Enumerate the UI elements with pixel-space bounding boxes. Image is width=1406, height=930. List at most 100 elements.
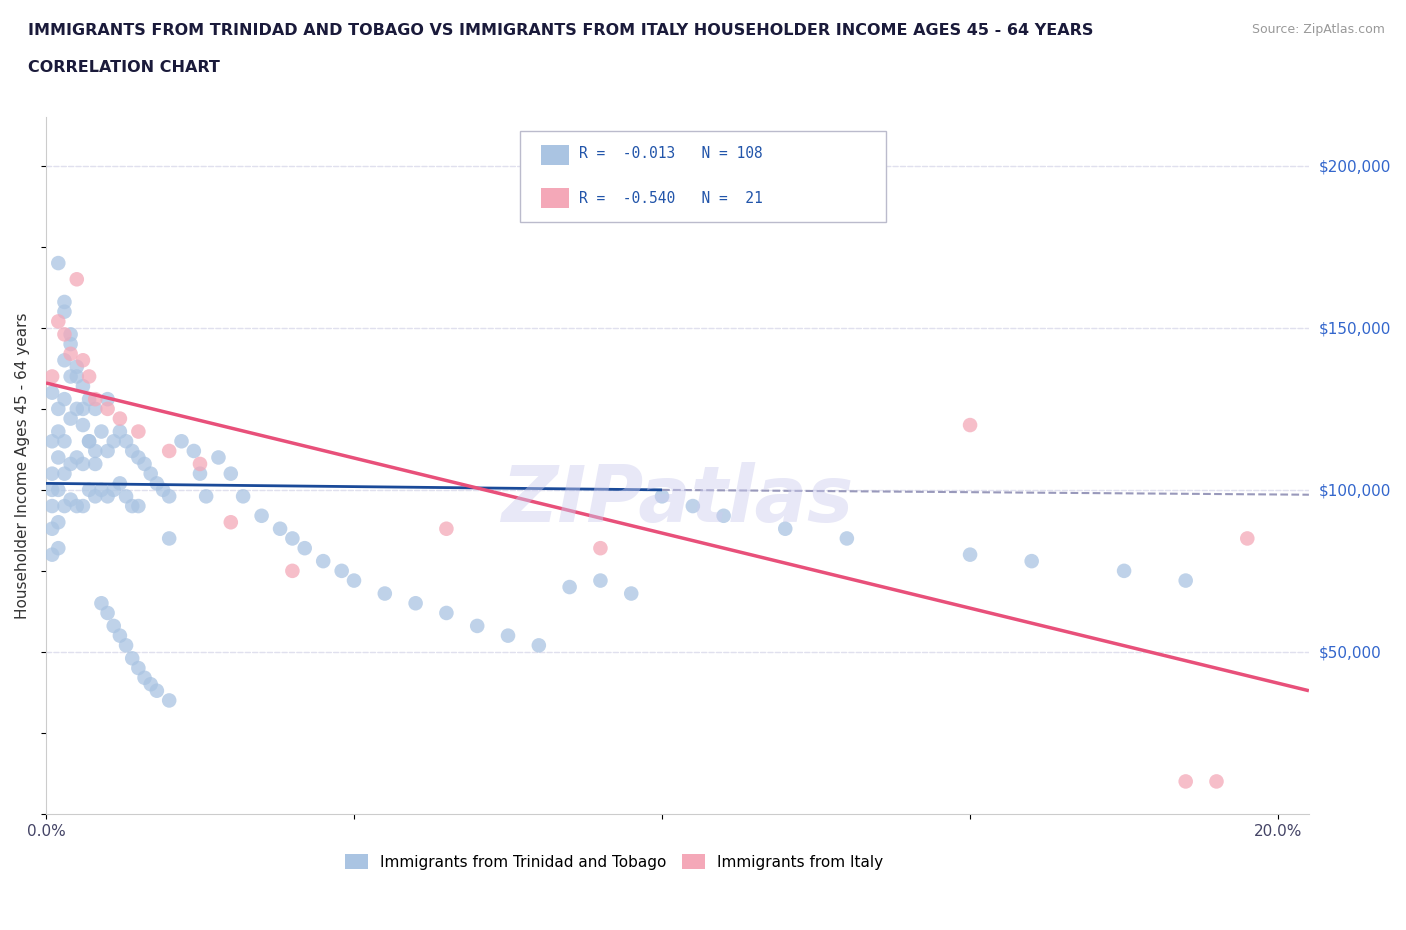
Point <box>59 337 82 352</box>
Point <box>59 492 82 507</box>
Point <box>72 402 94 417</box>
Point <box>77 433 100 448</box>
Point <box>219 515 242 530</box>
Point <box>219 466 242 481</box>
Point <box>127 450 149 465</box>
Bar <box>541 145 569 165</box>
Point <box>72 379 94 393</box>
Point <box>139 677 162 692</box>
Point <box>77 433 100 448</box>
Point <box>294 540 316 555</box>
Point <box>589 540 612 555</box>
Text: R =  -0.013   N = 108: R = -0.013 N = 108 <box>579 146 762 162</box>
Point <box>46 314 69 329</box>
Point <box>97 489 120 504</box>
Point <box>157 693 180 708</box>
Point <box>139 466 162 481</box>
Point <box>53 392 76 406</box>
Point <box>66 369 89 384</box>
Point <box>103 618 125 633</box>
Point <box>46 256 69 271</box>
Point <box>77 483 100 498</box>
Point <box>90 483 112 498</box>
Point <box>1205 774 1227 789</box>
Text: R =  -0.540   N =  21: R = -0.540 N = 21 <box>579 191 762 206</box>
Point <box>835 531 858 546</box>
Point <box>157 531 180 546</box>
Point <box>66 272 89 286</box>
Point <box>558 579 581 594</box>
Point <box>66 359 89 374</box>
Point <box>134 457 156 472</box>
Point <box>72 352 94 367</box>
Point <box>59 327 82 342</box>
Point <box>66 450 89 465</box>
Point <box>97 402 120 417</box>
Point <box>84 444 107 458</box>
Point <box>312 553 335 568</box>
Point <box>436 605 458 620</box>
Point <box>207 450 229 465</box>
Point <box>436 522 458 537</box>
Text: IMMIGRANTS FROM TRINIDAD AND TOBAGO VS IMMIGRANTS FROM ITALY HOUSEHOLDER INCOME : IMMIGRANTS FROM TRINIDAD AND TOBAGO VS I… <box>28 23 1094 38</box>
Point <box>281 531 304 546</box>
Point <box>59 411 82 426</box>
Point <box>188 457 211 472</box>
Point <box>84 457 107 472</box>
Point <box>41 483 63 498</box>
Point <box>108 411 131 426</box>
Point <box>465 618 488 633</box>
Point <box>330 564 353 578</box>
Point <box>66 498 89 513</box>
Point <box>269 522 291 537</box>
Point <box>620 586 643 601</box>
Point <box>115 489 138 504</box>
Point <box>157 489 180 504</box>
Point <box>108 424 131 439</box>
Point <box>46 402 69 417</box>
Point <box>170 433 193 448</box>
Point <box>108 628 131 643</box>
Point <box>41 547 63 562</box>
Point <box>41 466 63 481</box>
Point <box>53 295 76 310</box>
Point <box>146 476 169 491</box>
Point <box>115 433 138 448</box>
Point <box>682 498 704 513</box>
Point <box>121 498 143 513</box>
Point <box>46 515 69 530</box>
Point <box>115 638 138 653</box>
Text: Source: ZipAtlas.com: Source: ZipAtlas.com <box>1251 23 1385 36</box>
Point <box>84 392 107 406</box>
Point <box>1112 564 1135 578</box>
Point <box>1236 531 1258 546</box>
Point <box>59 369 82 384</box>
Point <box>59 457 82 472</box>
Point <box>108 476 131 491</box>
Point <box>121 651 143 666</box>
Point <box>77 369 100 384</box>
Point <box>41 385 63 400</box>
Point <box>53 327 76 342</box>
Point <box>157 444 180 458</box>
Point <box>97 444 120 458</box>
Point <box>46 450 69 465</box>
Point <box>46 424 69 439</box>
Point <box>46 540 69 555</box>
Point <box>773 522 796 537</box>
FancyBboxPatch shape <box>520 131 886 221</box>
Point <box>41 498 63 513</box>
Point <box>121 444 143 458</box>
Point <box>959 547 981 562</box>
Point <box>46 483 69 498</box>
Y-axis label: Householder Income Ages 45 - 64 years: Householder Income Ages 45 - 64 years <box>15 312 30 618</box>
Point <box>103 433 125 448</box>
Text: ZIPatlas: ZIPatlas <box>502 462 853 538</box>
Point <box>1174 573 1197 588</box>
Text: CORRELATION CHART: CORRELATION CHART <box>28 60 219 75</box>
Bar <box>541 189 569 207</box>
Point <box>41 433 63 448</box>
Point <box>343 573 366 588</box>
Point <box>713 509 735 524</box>
Point <box>152 483 174 498</box>
